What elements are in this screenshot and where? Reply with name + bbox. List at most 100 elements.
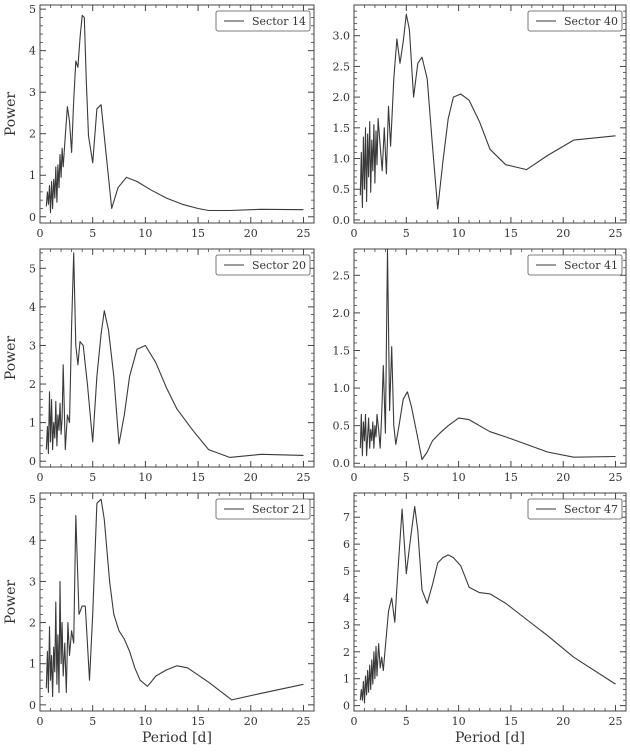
legend-box — [215, 10, 311, 32]
axes-frame — [39, 248, 315, 468]
series-line — [45, 14, 304, 214]
legend-box — [215, 254, 311, 276]
axes-frame — [353, 492, 627, 712]
x-tick-label: 25 — [296, 715, 310, 728]
x-tick-label: 0 — [37, 471, 44, 484]
x-tick-label: 20 — [244, 471, 258, 484]
legend-label: Sector 20 — [252, 259, 306, 272]
legend-box — [215, 498, 311, 520]
panel-3: 0 5 10 15 20 25 0 1 2 3 4 5 Sector 20 Power — [3, 248, 315, 484]
x-tick-label: 15 — [504, 715, 518, 728]
y-tick-label: 0.0 — [333, 214, 351, 227]
x-tick-label: 25 — [296, 471, 310, 484]
series-line — [45, 498, 304, 701]
x-tick-label: 15 — [504, 471, 518, 484]
x-tick-label: 15 — [191, 715, 205, 728]
x-tick-label: 10 — [452, 715, 466, 728]
series-line — [359, 13, 616, 210]
y-tick-label: 3.0 — [333, 30, 351, 43]
y-tick-label: 0 — [29, 211, 36, 224]
x-tick-label: 20 — [556, 471, 570, 484]
y-tick-label: 2 — [29, 378, 36, 391]
x-tick-label: 20 — [244, 715, 258, 728]
y-tick-label: 5 — [29, 262, 36, 275]
y-tick-label: 0 — [343, 700, 350, 713]
x-tick-label: 5 — [89, 715, 96, 728]
y-tick-label: 5 — [29, 3, 36, 16]
y-axis-title: Power — [3, 336, 19, 381]
x-tick-label: 5 — [403, 227, 410, 240]
series-line — [359, 248, 616, 461]
legend-box — [527, 498, 623, 520]
panel-6: 0 5 10 15 20 25 0 1 2 3 4 5 6 7 Sector 47 Period [d] — [343, 492, 627, 746]
x-tick-label: 5 — [403, 471, 410, 484]
y-tick-label: 2 — [29, 617, 36, 630]
y-tick-label: 1 — [343, 673, 350, 686]
x-tick-label: 0 — [351, 227, 358, 240]
y-tick-label: 2.5 — [333, 60, 351, 73]
y-tick-label: 4 — [29, 534, 36, 547]
y-tick-label: 1 — [29, 169, 36, 182]
y-tick-label: 3 — [29, 339, 36, 352]
y-tick-label: 2 — [343, 646, 350, 659]
y-tick-label: 1.5 — [333, 344, 351, 357]
x-tick-label: 25 — [609, 227, 623, 240]
y-tick-label: 4 — [343, 592, 350, 605]
y-tick-label: 2.5 — [333, 269, 351, 282]
x-tick-label: 5 — [403, 715, 410, 728]
y-tick-label: 0 — [29, 699, 36, 712]
y-tick-label: 2 — [29, 128, 36, 141]
x-tick-label: 5 — [89, 227, 96, 240]
y-tick-label: 3 — [29, 86, 36, 99]
x-tick-label: 25 — [609, 471, 623, 484]
y-tick-label: 1 — [29, 658, 36, 671]
legend-label: Sector 21 — [252, 503, 306, 516]
x-tick-label: 15 — [191, 471, 205, 484]
axes-frame — [39, 4, 315, 224]
panel-1: 0 5 10 15 20 25 0 1 2 3 4 5 Sector 14 Power — [3, 3, 315, 240]
x-tick-label: 0 — [37, 227, 44, 240]
x-tick-label: 25 — [296, 227, 310, 240]
legend-label: Sector 41 — [564, 259, 618, 272]
y-tick-label: 5 — [29, 493, 36, 506]
x-tick-label: 10 — [452, 227, 466, 240]
legend-box — [527, 10, 623, 32]
panel-2: 0 5 10 15 20 25 0.0 0.5 1.0 1.5 2.0 2.5 3.0 Sector 40 — [333, 4, 627, 240]
y-tick-label: 6 — [343, 538, 350, 551]
x-tick-label: 25 — [609, 715, 623, 728]
y-tick-label: 1.5 — [333, 122, 351, 135]
legend-box — [527, 254, 623, 276]
y-tick-label: 4 — [29, 301, 36, 314]
x-tick-label: 0 — [351, 471, 358, 484]
legend-label: Sector 14 — [252, 15, 306, 28]
x-tick-label: 0 — [37, 715, 44, 728]
y-tick-label: 2.0 — [333, 307, 351, 320]
axes-frame — [353, 4, 627, 224]
x-tick-label: 20 — [556, 715, 570, 728]
y-tick-label: 0 — [29, 455, 36, 468]
x-axis-title: Period [d] — [455, 730, 525, 746]
series-line — [359, 505, 616, 704]
y-tick-label: 1 — [29, 417, 36, 430]
y-tick-label: 1.0 — [333, 153, 351, 166]
x-tick-label: 20 — [556, 227, 570, 240]
y-axis-title: Power — [3, 580, 19, 625]
y-tick-label: 0.5 — [333, 420, 351, 433]
panel-4: 0 5 10 15 20 25 0.0 0.5 1.0 1.5 2.0 2.5 Sector 41 — [333, 248, 627, 484]
y-tick-label: 3 — [29, 575, 36, 588]
x-tick-label: 5 — [89, 471, 96, 484]
y-tick-label: 0.5 — [333, 183, 351, 196]
x-tick-label: 0 — [351, 715, 358, 728]
series-line — [45, 252, 304, 458]
y-tick-label: 5 — [343, 565, 350, 578]
legend-label: Sector 47 — [564, 503, 618, 516]
x-tick-label: 20 — [244, 227, 258, 240]
x-tick-label: 10 — [452, 471, 466, 484]
panel-5: 0 5 10 15 20 25 0 1 2 3 4 5 Sector 21 Power Period [d] — [3, 492, 315, 746]
x-tick-label: 15 — [504, 227, 518, 240]
x-tick-label: 10 — [138, 227, 152, 240]
legend-label: Sector 40 — [564, 15, 618, 28]
y-tick-label: 2.0 — [333, 91, 351, 104]
x-tick-label: 10 — [138, 471, 152, 484]
